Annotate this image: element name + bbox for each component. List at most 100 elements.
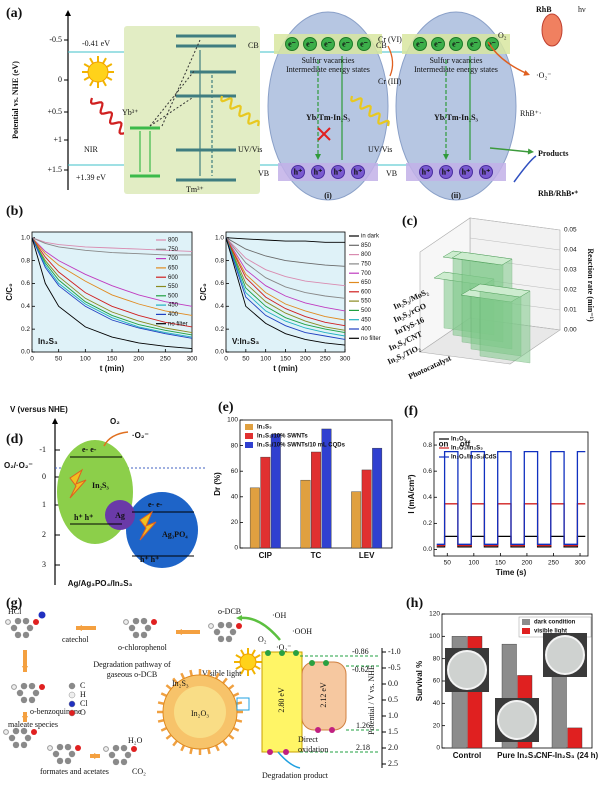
bar bbox=[567, 727, 583, 749]
y-tick-label: 0.0 bbox=[423, 546, 432, 553]
axis-tick-label: +1.5 bbox=[47, 165, 62, 174]
y-tick-label: 100 bbox=[429, 633, 440, 640]
y-axis-title: I (mA/cm²) bbox=[407, 474, 416, 513]
atom bbox=[33, 619, 39, 625]
y-tick-label: 0.4 bbox=[215, 303, 224, 310]
carrier bbox=[311, 165, 325, 179]
carrier bbox=[303, 37, 317, 51]
carrier-label: e⁻ bbox=[452, 39, 460, 48]
panel-label: (b) bbox=[6, 204, 23, 219]
atom bbox=[217, 621, 225, 629]
label: h⁺ h⁺ bbox=[74, 513, 93, 522]
label: In₂S₃ bbox=[92, 481, 109, 490]
line bbox=[251, 649, 256, 656]
legend-label: 400 bbox=[168, 312, 179, 318]
legend-label: In₂O₃/In₂S₃ bbox=[451, 446, 483, 452]
bar-top bbox=[469, 283, 531, 298]
atom bbox=[120, 758, 128, 766]
axis-tick-label: -1.0 bbox=[388, 647, 401, 656]
energy-transfer-box bbox=[124, 26, 260, 194]
bar bbox=[361, 469, 372, 549]
atom bbox=[47, 745, 53, 751]
line bbox=[83, 63, 90, 68]
label: oxidation bbox=[298, 745, 328, 754]
label: NIR bbox=[84, 145, 98, 154]
y-axis-title: Survival % bbox=[415, 661, 424, 701]
electron bbox=[279, 650, 285, 656]
label: H₂O bbox=[128, 736, 143, 745]
atom bbox=[64, 757, 72, 765]
panel-label: (f) bbox=[404, 404, 418, 419]
line bbox=[89, 57, 94, 64]
carrier bbox=[431, 37, 445, 51]
legend-label: 500 bbox=[361, 308, 372, 314]
legend-atom bbox=[68, 709, 76, 717]
catalyst-particle bbox=[395, 11, 517, 201]
x-tick-label: TC bbox=[311, 551, 322, 560]
atom bbox=[22, 631, 30, 639]
series-line bbox=[225, 237, 346, 327]
y-tick-label: 0.2 bbox=[21, 326, 30, 333]
x-tick-label: CNF-In₂S₃ (24 h) bbox=[536, 751, 599, 760]
atom bbox=[236, 623, 242, 629]
axis-tick-label: 1.0 bbox=[388, 711, 398, 720]
carrier bbox=[467, 37, 481, 51]
legend-label: 450 bbox=[361, 317, 372, 323]
y-tick-label: 120 bbox=[429, 611, 440, 618]
x-tick-label: 100 bbox=[80, 356, 91, 363]
bar bbox=[372, 447, 383, 549]
legend-label: 500 bbox=[168, 293, 179, 299]
arrow-head bbox=[22, 666, 28, 672]
radical-arrow bbox=[239, 616, 281, 641]
y-axis-title: C/C₀ bbox=[199, 283, 208, 301]
carrier-label: h⁺ bbox=[442, 167, 451, 176]
lightning bbox=[69, 468, 87, 499]
y-axis-title: C/C₀ bbox=[5, 283, 14, 301]
y-tick-label: 0.2 bbox=[215, 326, 224, 333]
x-tick-label: 250 bbox=[320, 356, 331, 363]
atom bbox=[8, 734, 16, 742]
x-tick-label: 0 bbox=[30, 356, 34, 363]
reduction-arrow bbox=[103, 431, 129, 447]
label: Degradation product bbox=[262, 771, 329, 780]
label: VB bbox=[386, 169, 397, 178]
label: Potential / V vs. NHE bbox=[367, 665, 376, 735]
legend-label: 700 bbox=[168, 256, 179, 262]
x-tick-label: 300 bbox=[575, 560, 586, 567]
atom bbox=[32, 689, 40, 697]
label: O₂ bbox=[110, 417, 120, 426]
label: Yb/Tm-In₂S₃ bbox=[434, 113, 479, 122]
legend-label: 400 bbox=[361, 327, 372, 333]
bar bbox=[270, 433, 281, 549]
label: RhB bbox=[536, 5, 552, 14]
panel-label: (d) bbox=[6, 432, 23, 447]
carrier-label: h⁺ bbox=[354, 167, 363, 176]
label: Products bbox=[538, 149, 569, 158]
label: ·O₂⁻ bbox=[536, 71, 551, 80]
carrier-label: e⁻ bbox=[324, 39, 332, 48]
series-line bbox=[225, 237, 345, 243]
panel-label: (g) bbox=[6, 596, 23, 611]
sun bbox=[239, 653, 257, 671]
atom bbox=[120, 744, 128, 752]
label: Cl bbox=[80, 699, 88, 708]
label: ·OOH bbox=[292, 627, 312, 636]
axis-tick-label: 2 bbox=[42, 530, 46, 539]
label: Cr (III) bbox=[378, 77, 402, 86]
label: -0.41 eV bbox=[82, 39, 110, 48]
tick-label: 0.05 bbox=[564, 227, 577, 234]
bar-top bbox=[451, 251, 513, 266]
label: formates and acetates bbox=[40, 767, 109, 776]
label: h⁺ h⁺ bbox=[140, 555, 159, 564]
label: e- e- bbox=[82, 445, 97, 454]
series-line bbox=[225, 237, 346, 334]
atom bbox=[108, 751, 116, 759]
x-tick-label: 50 bbox=[242, 356, 250, 363]
series-line bbox=[31, 237, 192, 256]
series-line bbox=[225, 237, 346, 340]
label: e- e- bbox=[148, 500, 163, 509]
legend-label: 800 bbox=[168, 238, 179, 244]
tick-label: 0.00 bbox=[564, 327, 577, 334]
legend-label: 850 bbox=[361, 243, 372, 249]
legend-label: In₂S₃/10% SWNTs bbox=[257, 434, 308, 440]
